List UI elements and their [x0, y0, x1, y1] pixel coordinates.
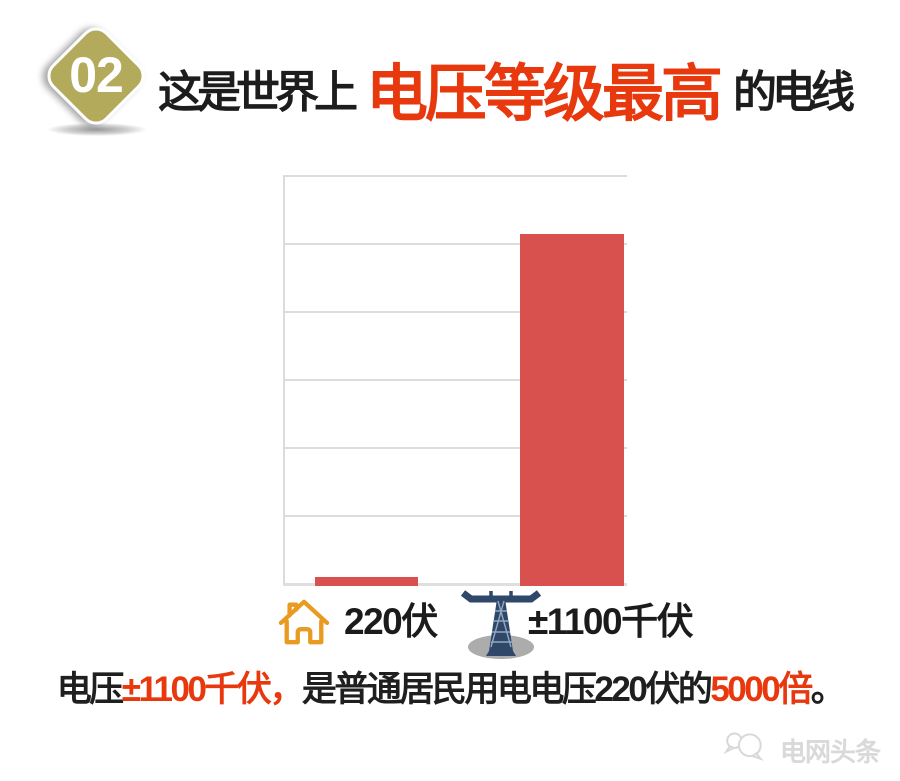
gridline	[285, 447, 627, 449]
bar-chart-plot	[283, 175, 627, 586]
caption-segment: 是普通居民用电电压220伏的	[301, 670, 713, 709]
house-icon	[277, 598, 331, 651]
gridline	[285, 515, 627, 517]
transmission-tower-icon	[460, 585, 542, 666]
section-number: 02	[69, 47, 124, 103]
caption-segment: 。	[810, 670, 846, 709]
caption-segment: 电压	[56, 670, 125, 709]
gridline	[285, 379, 627, 381]
bar-1100kv	[520, 234, 624, 586]
category-label-1100kv: ±1100千伏	[528, 601, 694, 642]
category-label-220v: 220伏	[344, 601, 438, 642]
watermark: 电网头条	[723, 729, 881, 772]
bar-220v	[315, 577, 418, 586]
speech-bubbles-logo-icon	[723, 729, 772, 772]
gridline	[285, 175, 627, 177]
caption-segment-highlight: 5000倍	[710, 670, 813, 709]
page-title: 这是世界上 电压等级最高 的电线	[158, 50, 855, 129]
gridline	[285, 311, 627, 313]
caption: 电压±1100千伏，是普通居民用电电压220伏的5000倍。	[0, 667, 900, 713]
gridline	[285, 243, 627, 245]
title-highlight: 电压等级最高	[366, 60, 723, 129]
title-prefix: 这是世界上	[158, 68, 358, 117]
caption-segment-highlight: ±1100千伏，	[121, 670, 305, 709]
title-suffix: 的电线	[733, 68, 855, 117]
badge-floor-shadow	[48, 123, 146, 136]
watermark-label: 电网头条	[779, 737, 881, 767]
